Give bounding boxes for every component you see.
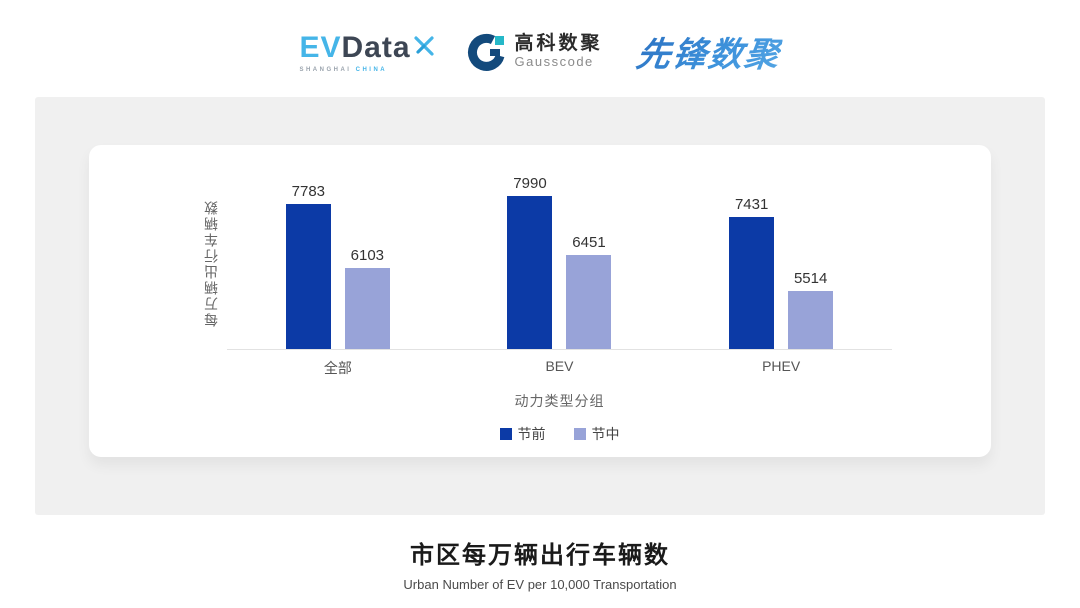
legend-item[interactable]: 节前 <box>499 424 546 444</box>
x-tick-label: BEV <box>545 358 574 374</box>
bar-chart: 每万辆出行车辆数 7783 6103 7990 6451 7431 5514 全部 BEV P… <box>89 175 991 444</box>
bar-group: 7990 6451 <box>507 175 612 349</box>
evdata-china-text: CHINA <box>355 66 388 73</box>
evdata-ev-text: EV <box>299 30 342 64</box>
header: EV Data SHANGHAI CHINA 高科数聚 Gausscode <box>0 0 1080 97</box>
chart-subtitle: Urban Number of EV per 10,000 Transporta… <box>403 577 677 592</box>
x-tick-row: 全部 BEV PHEV <box>227 358 892 378</box>
gausscode-g-icon <box>467 32 507 72</box>
evdata-subtext: SHANGHAI CHINA <box>299 67 387 73</box>
plot-area: 7783 6103 7990 6451 7431 5514 全部 BEV PHEV 动力类型分… <box>227 175 892 444</box>
evdata-logo: EV Data SHANGHAI CHINA <box>299 30 435 73</box>
gausscode-text: 高科数聚 Gausscode <box>514 32 603 69</box>
chart-title: 市区每万辆出行车辆数 <box>410 542 670 569</box>
chart-card: 每万辆出行车辆数 7783 6103 7990 6451 7431 5514 全部 BEV P… <box>89 145 991 457</box>
bar-column: 7431 <box>729 196 775 349</box>
legend-item[interactable]: 节中 <box>573 424 620 444</box>
bar[interactable] <box>566 255 612 349</box>
gausscode-cn-name: 高科数聚 <box>514 32 603 54</box>
gausscode-logo: 高科数聚 Gausscode <box>467 32 603 72</box>
evdata-shanghai-text: SHANGHAI <box>299 66 352 73</box>
bar[interactable] <box>344 268 390 349</box>
bar[interactable] <box>507 196 553 349</box>
bar-value-label: 7990 <box>513 175 547 192</box>
bar[interactable] <box>729 217 775 349</box>
x-tick-label: 全部 <box>323 360 352 376</box>
evdata-data-text: Data <box>341 30 411 64</box>
evdata-pinwheel-icon <box>413 31 435 56</box>
x-axis-title: 动力类型分组 <box>514 393 605 409</box>
legend-swatch <box>573 428 586 440</box>
legend: 节前 节中 <box>227 424 892 444</box>
y-axis-title: 每万辆出行车辆数 <box>203 199 219 327</box>
bar-group: 7783 6103 <box>285 183 390 349</box>
legend-swatch <box>499 428 512 440</box>
bar[interactable] <box>285 204 331 349</box>
bar-value-label: 6451 <box>572 234 606 251</box>
bar-value-label: 6103 <box>350 247 385 264</box>
legend-label: 节中 <box>591 426 620 442</box>
bar-column: 6451 <box>566 234 612 349</box>
x-tick-label: PHEV <box>762 358 801 374</box>
bar[interactable] <box>788 291 834 349</box>
bar-value-label: 7783 <box>291 183 326 200</box>
bar-column: 5514 <box>788 270 834 349</box>
bar-column: 6103 <box>344 247 390 349</box>
bar-column: 7990 <box>507 175 553 349</box>
evdata-wordmark: EV Data <box>299 30 435 65</box>
footer: 市区每万辆出行车辆数 Urban Number of EV per 10,000… <box>0 535 1080 592</box>
chart-panel: 每万辆出行车辆数 7783 6103 7990 6451 7431 5514 全部 BEV P… <box>35 97 1045 515</box>
bar-value-label: 7431 <box>734 196 769 213</box>
bar-group: 7431 5514 <box>729 196 834 349</box>
legend-label: 节前 <box>517 426 546 442</box>
bar-value-label: 5514 <box>793 270 828 287</box>
gausscode-en-name: Gausscode <box>514 53 594 69</box>
xianfeng-logo: 先锋数聚 <box>633 27 784 76</box>
bars-row: 7783 6103 7990 6451 7431 5514 <box>227 175 892 350</box>
bar-column: 7783 <box>285 183 331 349</box>
